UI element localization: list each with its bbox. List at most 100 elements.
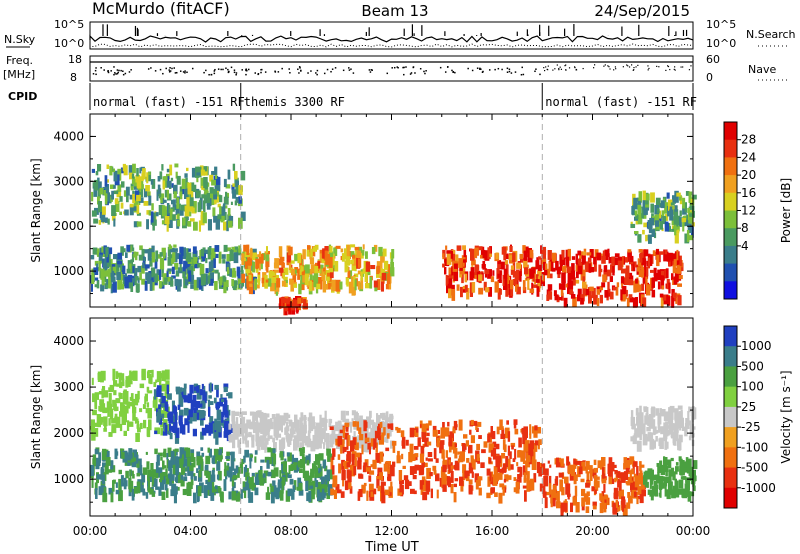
data-cell (155, 461, 159, 473)
data-cell (470, 435, 475, 444)
data-cell (286, 438, 290, 442)
nave-point (186, 71, 188, 74)
data-cell (647, 234, 652, 241)
data-cell (355, 442, 359, 451)
data-cell (238, 245, 242, 253)
data-cell (690, 414, 694, 423)
data-cell (300, 412, 304, 421)
data-cell (472, 459, 476, 470)
data-cell (281, 482, 284, 494)
data-cell (566, 266, 572, 273)
data-cell (126, 193, 129, 203)
data-cell (520, 257, 525, 263)
data-cell (245, 427, 248, 438)
data-cell (682, 489, 688, 499)
data-cell (321, 421, 324, 427)
data-cell (387, 469, 392, 482)
data-cell (239, 462, 243, 474)
nave-point (147, 68, 150, 70)
data-cell (504, 253, 509, 260)
data-cell (324, 482, 328, 493)
data-cell (150, 211, 154, 223)
data-cell (597, 460, 603, 469)
data-cell (360, 277, 364, 290)
data-cell (412, 475, 417, 480)
data-cell (95, 171, 99, 176)
data-cell (122, 378, 125, 384)
data-cell (498, 492, 503, 504)
nave-point (552, 69, 554, 71)
data-cell (207, 447, 210, 453)
data-cell (355, 438, 360, 443)
data-cell (196, 385, 200, 393)
data-cell (664, 460, 669, 465)
data-cell (106, 192, 110, 203)
data-cell (421, 476, 426, 481)
nave-point (539, 73, 541, 76)
data-cell (171, 275, 176, 279)
data-cell (273, 262, 278, 269)
nave-point (95, 67, 97, 69)
data-cell (378, 454, 382, 464)
data-cell (176, 197, 180, 209)
nave-label: Nave (748, 63, 776, 76)
data-cell (103, 428, 107, 432)
data-cell (259, 251, 262, 257)
nave-point (667, 65, 670, 68)
data-cell (328, 257, 333, 268)
data-cell (99, 247, 102, 257)
data-cell (658, 492, 661, 497)
data-cell (250, 247, 253, 259)
nave-point (424, 72, 426, 75)
data-cell (609, 276, 613, 282)
data-cell (175, 270, 180, 277)
data-cell (689, 491, 695, 497)
data-cell (100, 467, 104, 474)
data-cell (465, 440, 469, 447)
data-cell (214, 281, 218, 291)
data-cell (671, 273, 674, 281)
data-cell (657, 472, 660, 481)
data-cell (398, 470, 403, 481)
data-cell (647, 432, 652, 440)
data-cell (682, 215, 687, 220)
x-tick-label: 04:00 (173, 524, 208, 538)
data-cell (131, 488, 135, 501)
cpid-label: CPID (8, 90, 37, 103)
data-cell (445, 275, 448, 286)
data-cell (562, 502, 568, 512)
data-cell (200, 248, 205, 257)
data-cell (351, 276, 355, 288)
data-cell (189, 197, 194, 207)
data-cell (540, 245, 543, 254)
data-cell (90, 255, 95, 260)
data-cell (211, 198, 215, 205)
data-cell (500, 261, 505, 270)
data-cell (666, 192, 670, 199)
data-cell (245, 269, 250, 274)
data-cell (341, 253, 345, 262)
data-cell (380, 413, 384, 419)
nave-point (410, 72, 413, 74)
data-cell (335, 279, 341, 292)
nave-point (647, 65, 649, 67)
data-cell (286, 472, 290, 478)
nave-point (403, 66, 405, 69)
colorbar-swatch (724, 175, 737, 194)
data-cell (106, 254, 109, 263)
data-cell (214, 269, 219, 274)
data-cell (240, 489, 243, 499)
data-cell (666, 296, 671, 306)
data-cell (121, 181, 125, 188)
data-cell (339, 281, 343, 290)
data-cell (270, 271, 276, 277)
data-cell (93, 218, 99, 224)
data-cell (676, 274, 682, 281)
data-cell (255, 430, 260, 442)
data-cell (228, 435, 233, 441)
data-cell (619, 489, 624, 500)
data-cell (143, 249, 149, 254)
data-cell (240, 211, 246, 221)
data-cell (688, 211, 693, 224)
data-cell (232, 437, 236, 449)
